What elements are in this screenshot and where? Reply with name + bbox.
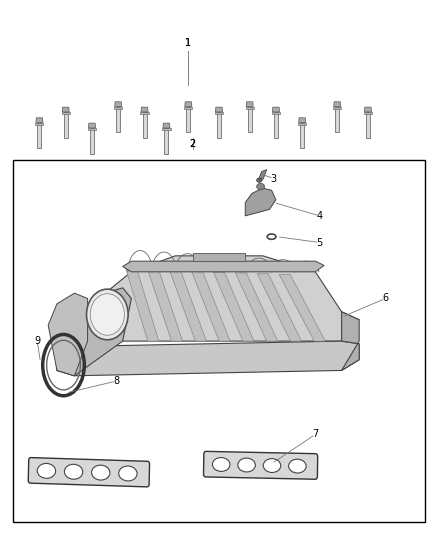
Polygon shape — [117, 107, 120, 132]
Polygon shape — [114, 107, 122, 109]
Polygon shape — [342, 312, 359, 370]
Polygon shape — [258, 169, 267, 181]
Polygon shape — [62, 107, 69, 112]
Text: 5: 5 — [317, 238, 323, 247]
Polygon shape — [185, 102, 192, 107]
Ellipse shape — [257, 178, 262, 182]
Ellipse shape — [289, 459, 306, 473]
Ellipse shape — [212, 457, 230, 471]
Polygon shape — [143, 112, 146, 138]
Text: 1: 1 — [185, 38, 191, 47]
Ellipse shape — [86, 289, 128, 340]
Polygon shape — [187, 107, 190, 132]
Polygon shape — [184, 107, 192, 109]
Polygon shape — [62, 112, 70, 114]
Text: 2: 2 — [190, 139, 196, 149]
Polygon shape — [246, 107, 254, 109]
Polygon shape — [64, 112, 67, 138]
Polygon shape — [334, 102, 341, 107]
Polygon shape — [90, 128, 94, 154]
Polygon shape — [115, 102, 122, 107]
Polygon shape — [88, 256, 359, 341]
Polygon shape — [333, 107, 341, 109]
FancyBboxPatch shape — [28, 458, 149, 487]
Bar — [13, 160, 425, 522]
Polygon shape — [37, 123, 41, 148]
Polygon shape — [300, 123, 304, 148]
Polygon shape — [298, 123, 306, 125]
Polygon shape — [248, 107, 251, 132]
Polygon shape — [57, 288, 131, 376]
Polygon shape — [88, 128, 96, 130]
Ellipse shape — [90, 294, 124, 335]
Polygon shape — [35, 123, 43, 125]
Polygon shape — [162, 128, 170, 130]
Polygon shape — [163, 123, 170, 128]
Text: 8: 8 — [113, 376, 119, 386]
Polygon shape — [141, 107, 148, 112]
Polygon shape — [126, 269, 159, 341]
Text: 1: 1 — [185, 38, 191, 47]
Polygon shape — [257, 274, 301, 341]
Polygon shape — [215, 107, 223, 112]
Text: 9: 9 — [34, 336, 40, 346]
Polygon shape — [88, 123, 95, 128]
Ellipse shape — [119, 466, 137, 481]
Polygon shape — [191, 271, 230, 341]
Polygon shape — [214, 272, 254, 341]
Polygon shape — [57, 341, 359, 376]
Polygon shape — [36, 118, 43, 123]
Polygon shape — [364, 107, 371, 112]
Polygon shape — [364, 112, 372, 114]
Ellipse shape — [92, 465, 110, 480]
Polygon shape — [141, 112, 148, 114]
Polygon shape — [366, 112, 370, 138]
Polygon shape — [272, 107, 279, 112]
Polygon shape — [164, 128, 168, 154]
Ellipse shape — [257, 183, 265, 190]
Polygon shape — [299, 118, 306, 123]
Polygon shape — [123, 261, 324, 272]
Polygon shape — [279, 274, 325, 341]
Text: 3: 3 — [271, 174, 277, 183]
Polygon shape — [217, 112, 221, 138]
Polygon shape — [170, 271, 206, 341]
Text: 7: 7 — [312, 430, 318, 439]
Polygon shape — [148, 270, 183, 341]
Ellipse shape — [238, 458, 255, 472]
Polygon shape — [236, 273, 278, 341]
Text: 2: 2 — [190, 139, 196, 149]
Ellipse shape — [64, 464, 83, 479]
Polygon shape — [193, 253, 245, 261]
Text: 4: 4 — [317, 211, 323, 221]
Text: 6: 6 — [382, 294, 389, 303]
Polygon shape — [246, 102, 253, 107]
FancyBboxPatch shape — [204, 451, 318, 479]
Polygon shape — [272, 112, 280, 114]
Ellipse shape — [263, 458, 281, 472]
Polygon shape — [245, 188, 276, 216]
Polygon shape — [48, 293, 88, 376]
Ellipse shape — [37, 463, 56, 478]
Polygon shape — [215, 112, 223, 114]
Polygon shape — [336, 107, 339, 132]
Polygon shape — [274, 112, 278, 138]
